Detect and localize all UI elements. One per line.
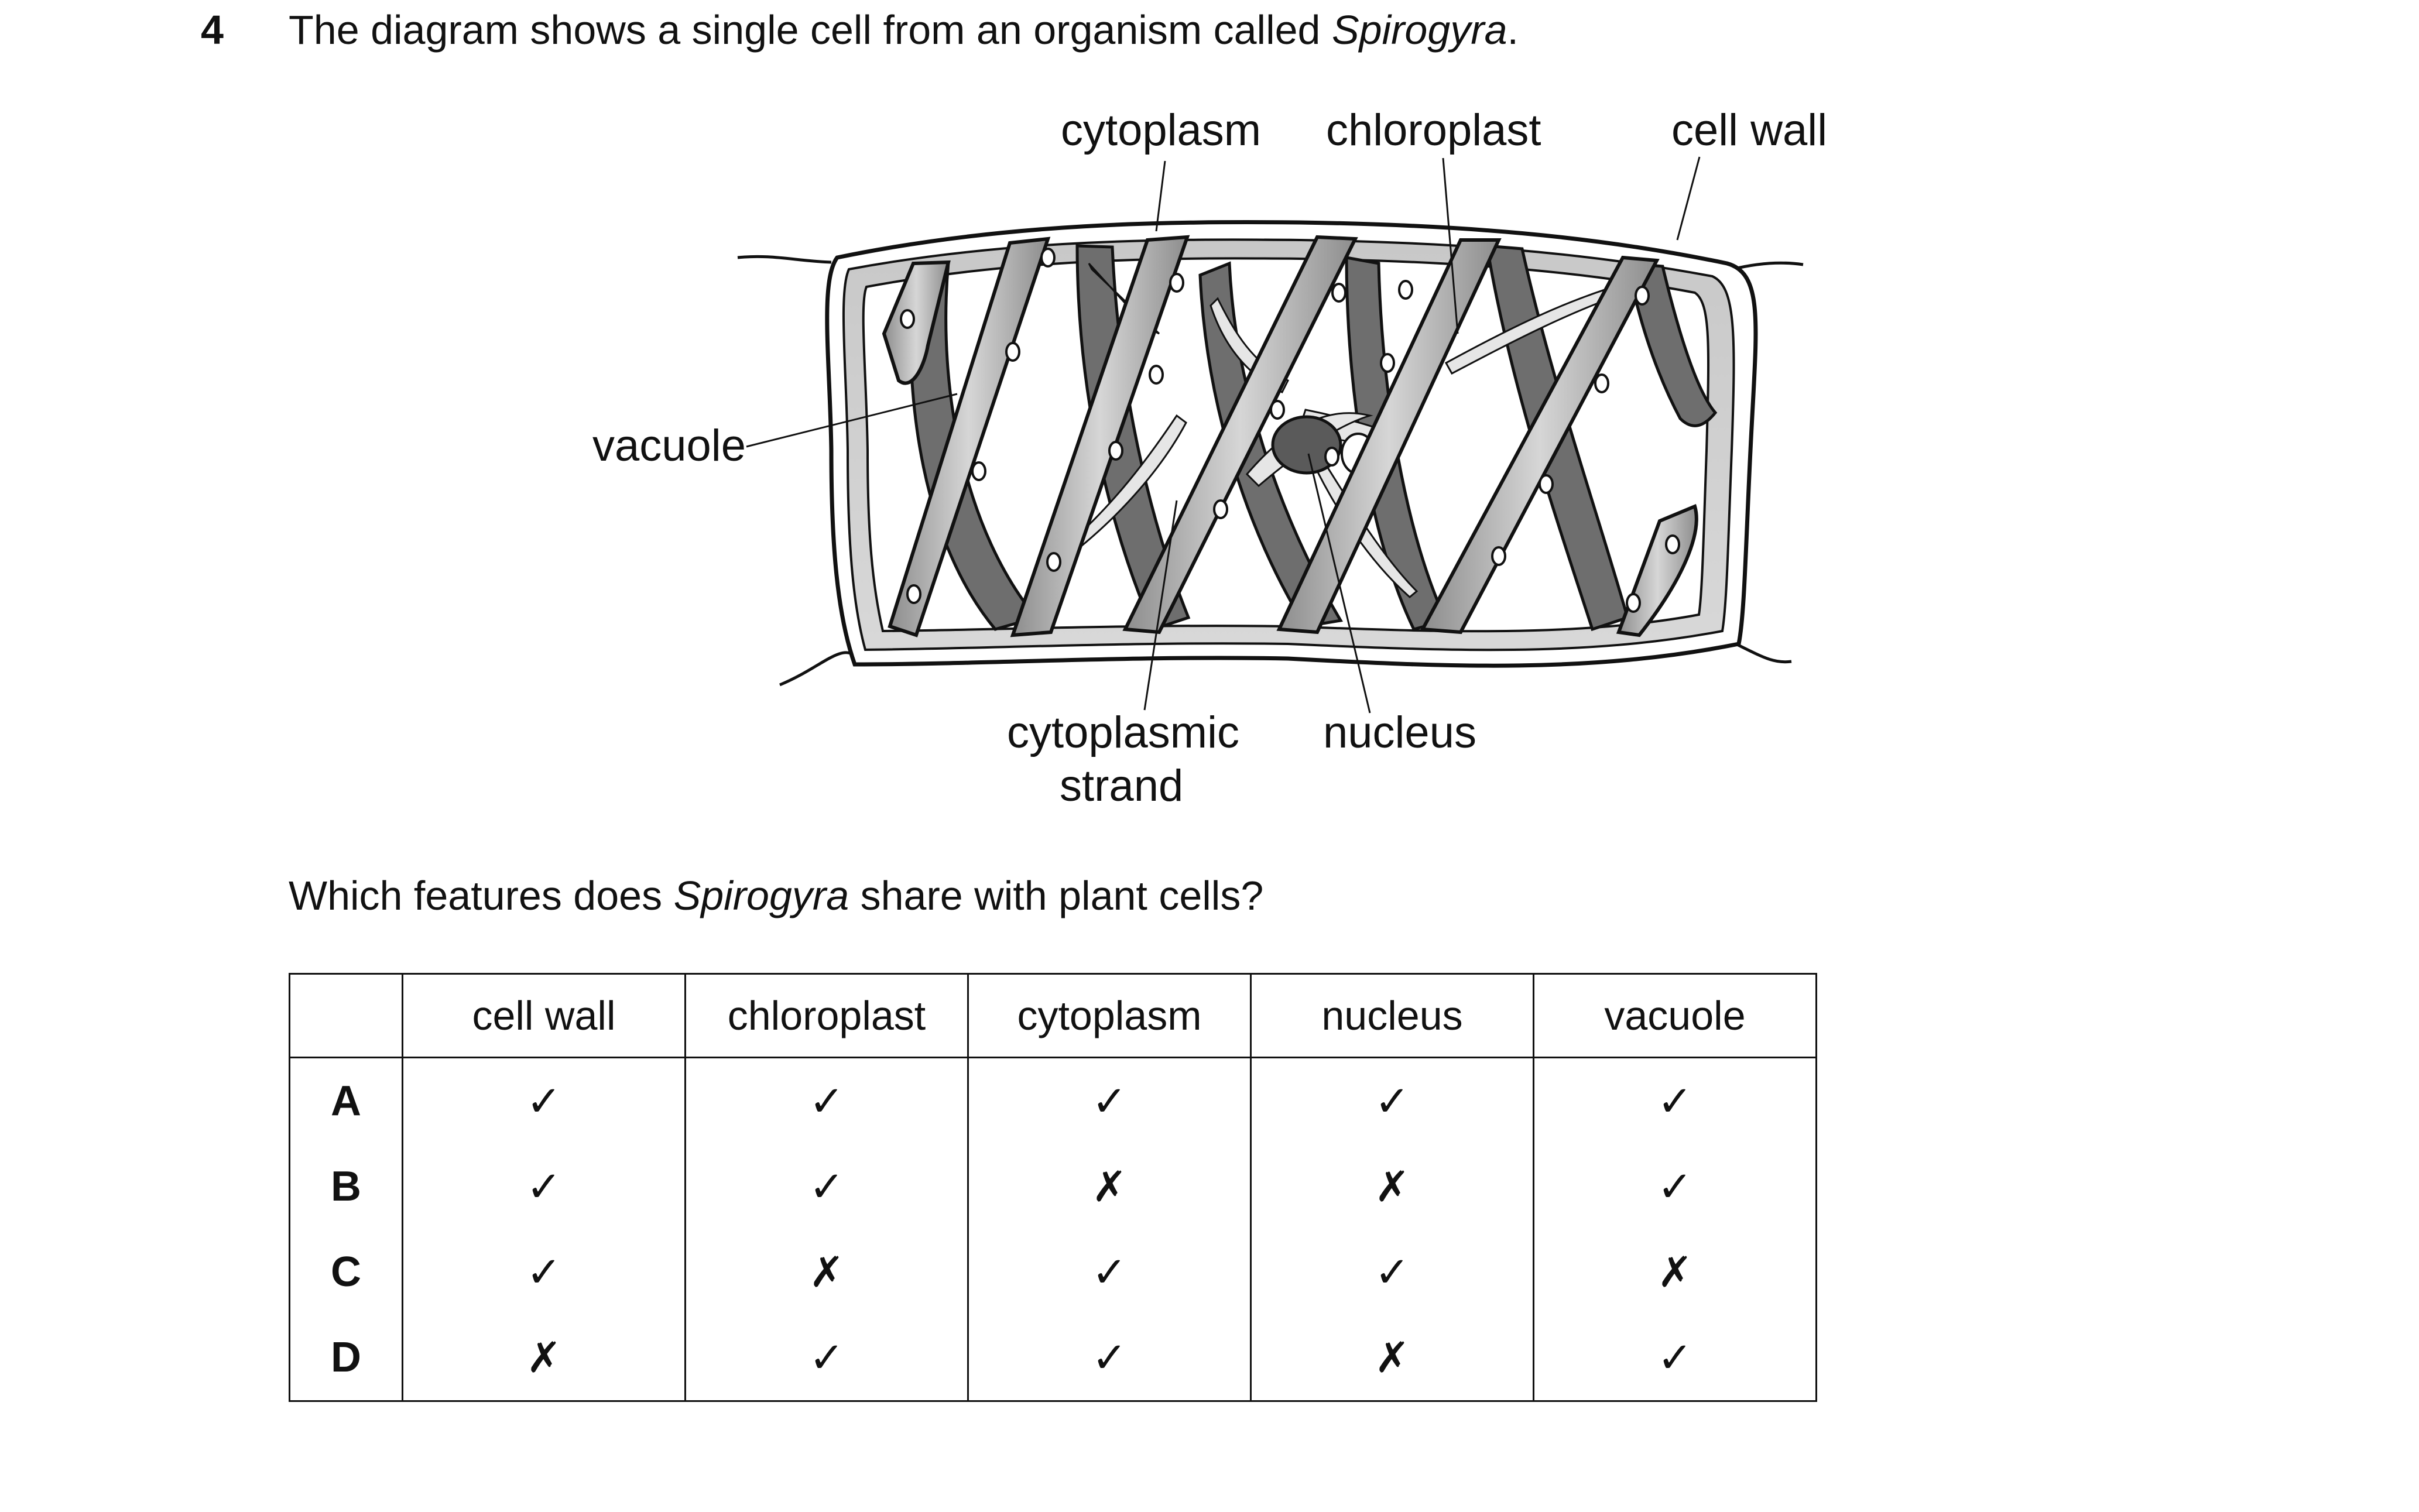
mark-cell: ✗: [967, 1144, 1252, 1229]
leader-cytoplasm: [1155, 160, 1166, 232]
leader-chloroplast: [1442, 157, 1459, 334]
mark-cell: ✗: [1533, 1229, 1817, 1315]
question-stem: The diagram shows a single cell from an …: [289, 5, 1519, 55]
table-row: D ✗ ✓ ✓ ✗ ✓: [289, 1315, 1817, 1402]
prompt-text: Which features does: [289, 873, 674, 918]
mark-cell: ✓: [1533, 1144, 1817, 1229]
question-number: 4: [201, 7, 224, 53]
prompt-organism: Spirogyra: [673, 873, 849, 918]
header-nucleus: nucleus: [1250, 973, 1534, 1058]
neighbour-wall-left: [737, 255, 832, 264]
mark-cell: ✓: [1533, 1057, 1817, 1144]
stem-end: .: [1507, 7, 1519, 53]
label-strand: strand: [1060, 761, 1183, 811]
prompt-end: share with plant cells?: [849, 873, 1264, 918]
mark-cell: ✓: [402, 1144, 686, 1229]
mark-cell: ✓: [967, 1315, 1252, 1402]
mark-cell: ✗: [1250, 1315, 1534, 1402]
organism-name: Spirogyra: [1331, 7, 1507, 53]
mark-cell: ✓: [684, 1315, 969, 1402]
answer-table: cell wall chloroplast cytoplasm nucleus …: [289, 973, 1817, 1402]
mark-cell: ✓: [402, 1229, 686, 1315]
neighbour-wall-right: [1732, 261, 1804, 271]
header-chloroplast: chloroplast: [684, 973, 969, 1058]
leader-vacuole: [746, 393, 958, 448]
header-cell-wall: cell wall: [402, 973, 686, 1058]
label-nucleus: nucleus: [1323, 708, 1476, 757]
mark-cell: ✓: [684, 1144, 969, 1229]
neighbour-wall-left-lower: [779, 651, 856, 687]
leader-cytoplasmic-strand: [1143, 500, 1178, 711]
table-row: A ✓ ✓ ✓ ✓ ✓: [289, 1057, 1817, 1144]
mark-cell: ✓: [1533, 1315, 1817, 1402]
leader-nucleus: [1307, 453, 1371, 714]
chloroplast-front: [882, 235, 1698, 637]
mark-cell: ✓: [967, 1229, 1252, 1315]
option-c-label[interactable]: C: [289, 1229, 403, 1315]
option-d-label[interactable]: D: [289, 1315, 403, 1402]
label-vacuole: vacuole: [592, 421, 746, 471]
table-header-row: cell wall chloroplast cytoplasm nucleus …: [289, 973, 1817, 1058]
mark-cell: ✓: [684, 1057, 969, 1144]
mark-cell: ✗: [402, 1315, 686, 1402]
label-cell-wall: cell wall: [1671, 105, 1827, 155]
option-b-label[interactable]: B: [289, 1144, 403, 1229]
header-vacuole: vacuole: [1533, 973, 1817, 1058]
leader-cell-wall: [1676, 156, 1701, 241]
header-cytoplasm: cytoplasm: [967, 973, 1252, 1058]
nucleus: [1271, 415, 1342, 475]
question-prompt: Which features does Spirogyra share with…: [289, 870, 1263, 921]
header-blank: [289, 973, 403, 1058]
mark-cell: ✗: [1250, 1144, 1534, 1229]
spirogyra-cell-diagram: cytoplasm chloroplast cell wall vacuole …: [592, 105, 1827, 811]
pyrenoids: [900, 248, 1680, 613]
mark-cell: ✓: [1250, 1057, 1534, 1144]
option-a-label[interactable]: A: [289, 1057, 403, 1144]
label-cytoplasm: cytoplasm: [1061, 105, 1261, 155]
mark-cell: ✓: [1250, 1229, 1534, 1315]
mark-cell: ✓: [402, 1057, 686, 1144]
label-chloroplast: chloroplast: [1326, 105, 1541, 155]
table-row: B ✓ ✓ ✗ ✗ ✓: [289, 1144, 1817, 1229]
mark-cell: ✓: [967, 1057, 1252, 1144]
table-row: C ✓ ✗ ✓ ✓ ✗: [289, 1229, 1817, 1315]
label-cytoplasmic: cytoplasmic: [1007, 708, 1239, 757]
leader-lines: [746, 156, 1701, 714]
mark-cell: ✗: [684, 1229, 969, 1315]
stem-text: The diagram shows a single cell from an …: [289, 7, 1332, 53]
neighbour-wall-right-lower: [1735, 642, 1792, 664]
